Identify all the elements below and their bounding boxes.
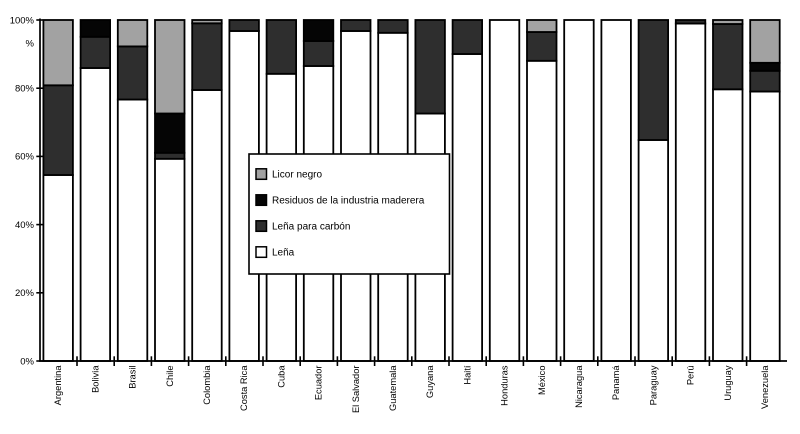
- svg-text:Ecuador: Ecuador: [314, 366, 324, 401]
- svg-text:Brasil: Brasil: [128, 366, 138, 389]
- svg-text:México: México: [537, 366, 547, 395]
- svg-text:Honduras: Honduras: [500, 365, 510, 406]
- svg-text:Licor negro: Licor negro: [272, 170, 322, 181]
- svg-text:Colombia: Colombia: [202, 365, 212, 405]
- svg-text:0%: 0%: [20, 356, 34, 367]
- svg-text:%: %: [26, 38, 35, 49]
- svg-text:80%: 80%: [15, 84, 35, 95]
- svg-text:Perú: Perú: [686, 366, 696, 386]
- svg-text:20%: 20%: [15, 288, 35, 299]
- svg-text:Cuba: Cuba: [277, 365, 287, 388]
- svg-text:Guyana: Guyana: [425, 365, 435, 398]
- svg-text:Leña para carbón: Leña para carbón: [272, 222, 350, 233]
- svg-text:Nicaragua: Nicaragua: [574, 365, 584, 408]
- svg-text:Leña: Leña: [272, 248, 295, 259]
- svg-text:Chile: Chile: [165, 366, 175, 387]
- svg-text:100%: 100%: [10, 15, 35, 26]
- svg-text:Panamá: Panamá: [611, 365, 621, 400]
- svg-text:Uruguay: Uruguay: [723, 365, 733, 400]
- svg-text:40%: 40%: [15, 220, 35, 231]
- svg-text:Haití: Haití: [463, 365, 473, 385]
- svg-text:El Salvador: El Salvador: [351, 366, 361, 414]
- svg-text:Argentina: Argentina: [53, 365, 63, 406]
- svg-text:Costa Rica: Costa Rica: [239, 365, 249, 411]
- svg-text:Guatemala: Guatemala: [388, 365, 398, 411]
- svg-text:60%: 60%: [15, 152, 35, 163]
- svg-text:Bolivia: Bolivia: [90, 365, 100, 393]
- svg-text:Residuos de la industria mader: Residuos de la industria maderera: [272, 196, 425, 207]
- svg-text:Venezuela: Venezuela: [760, 365, 770, 409]
- svg-text:Paraguay: Paraguay: [649, 365, 659, 405]
